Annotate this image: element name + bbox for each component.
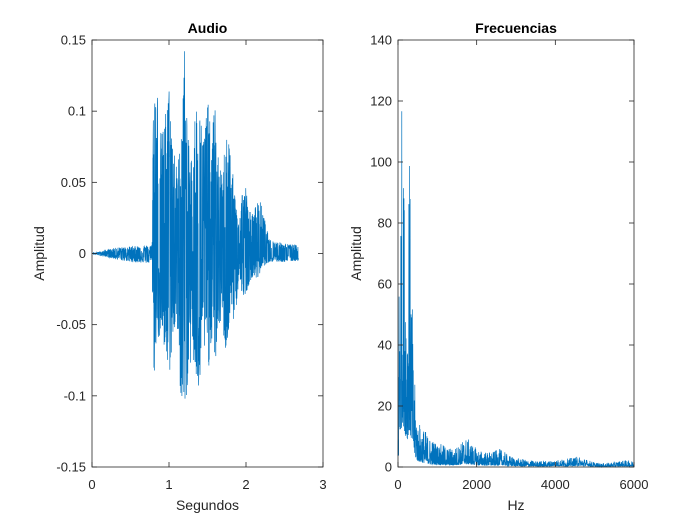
y-tick-label: 20 [378,399,392,414]
chart-title-audio: Audio [188,20,228,36]
x-tick-label: 1 [165,477,172,492]
y-tick-label: -0.1 [64,388,86,403]
series-frecuencias [397,111,635,468]
x-axis-label-frecuencias: Hz [507,497,524,513]
ticks-frecuencias: 0 2000 4000 6000 0 20 40 60 80 100 120 140 [370,33,648,493]
y-tick-label: 0.1 [68,104,86,119]
x-tick-label: 6000 [620,477,649,492]
axes-audio: 0 1 2 3 -0.15 -0.1 -0.05 0 0.05 0.1 0.15 Audio Seg… [31,20,327,513]
y-tick-label: 0.05 [61,175,86,190]
x-tick-label: 2 [242,477,249,492]
x-tick-label: 0 [394,477,401,492]
series-line [397,111,635,468]
x-tick-label: 2000 [462,477,491,492]
y-tick-label: 0 [385,460,392,475]
x-tick-label: 3 [319,477,326,492]
y-tick-label: 140 [370,33,392,48]
x-tick-label: 0 [88,477,95,492]
y-tick-label: 80 [378,216,392,231]
y-tick-label: 0.15 [61,33,86,48]
axes-box-frecuencias [397,39,635,468]
y-tick-label: -0.15 [56,460,86,475]
ticks-audio: 0 1 2 3 -0.15 -0.1 -0.05 0 0.05 0.1 0.15 [56,33,326,493]
y-tick-label: 60 [378,277,392,292]
chart-title-frecuencias: Frecuencias [475,20,557,36]
x-tick-label: 4000 [541,477,570,492]
y-tick-label: 0 [79,246,86,261]
y-axis-label-audio: Amplitud [31,226,47,280]
y-tick-label: -0.05 [56,317,86,332]
plot-area-frecuencias [398,40,634,467]
x-axis-label-audio: Segundos [176,497,239,513]
axes-frecuencias: 0 2000 4000 6000 0 20 40 60 80 100 120 140 Frecuenc… [348,20,648,513]
y-tick-label: 100 [370,155,392,170]
y-axis-label-frecuencias: Amplitud [348,226,364,280]
y-tick-label: 40 [378,338,392,353]
y-tick-label: 120 [370,94,392,109]
series-line [91,51,299,399]
